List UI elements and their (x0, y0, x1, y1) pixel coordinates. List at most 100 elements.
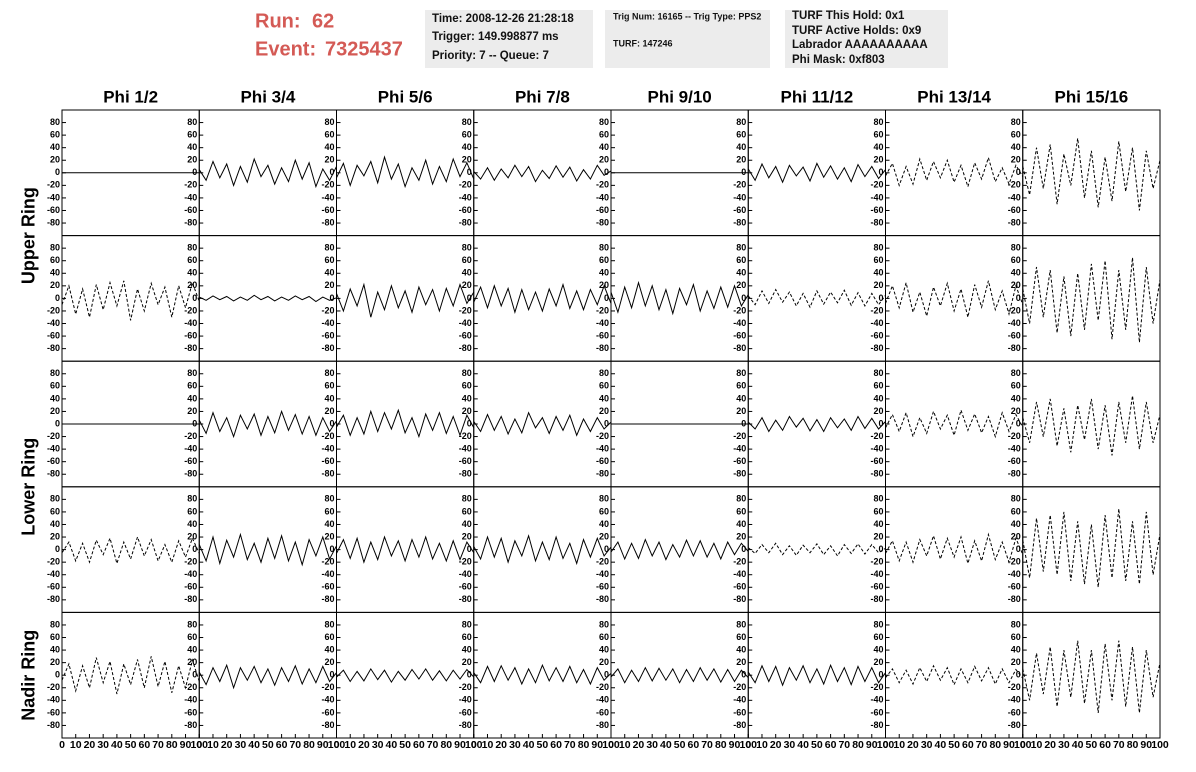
y-tick-label: -20 (733, 180, 746, 190)
y-tick-label: -20 (596, 180, 609, 190)
y-tick-label: -60 (733, 205, 746, 215)
y-tick-label: -60 (870, 330, 883, 340)
y-tick-label: -20 (596, 557, 609, 567)
y-tick-label: 0 (55, 670, 60, 680)
x-tick-label: 100 (465, 739, 483, 751)
y-tick-label: 0 (467, 544, 472, 554)
y-tick-label: -20 (47, 557, 60, 567)
y-tick-label: 60 (599, 632, 609, 642)
y-tick-label: -40 (1008, 192, 1021, 202)
y-tick-label: -80 (870, 594, 883, 604)
y-tick-label: 60 (736, 632, 746, 642)
y-tick-label: 20 (50, 531, 60, 541)
y-tick-label: -60 (47, 582, 60, 592)
y-tick-label: -80 (47, 594, 60, 604)
y-tick-label: -60 (870, 456, 883, 466)
panel-frame (747, 486, 886, 613)
x-tick-label: 50 (948, 739, 960, 751)
y-tick-label: 60 (187, 381, 197, 391)
x-tick-label: 60 (962, 739, 974, 751)
y-tick-label: 60 (50, 381, 60, 391)
y-tick-label: 40 (187, 268, 197, 278)
panel-frame (885, 486, 1024, 613)
y-tick-label: -20 (459, 180, 472, 190)
y-tick-label: 40 (736, 393, 746, 403)
y-tick-label: 20 (736, 280, 746, 290)
y-tick-label: -60 (47, 456, 60, 466)
event-label: Event: (255, 38, 316, 60)
y-tick-label: -40 (733, 192, 746, 202)
y-tick-label: -80 (321, 469, 334, 479)
y-tick-label: 60 (599, 381, 609, 391)
x-tick-label: 30 (646, 739, 658, 751)
y-tick-label: -60 (459, 205, 472, 215)
y-tick-label: -80 (321, 217, 334, 227)
x-tick-label: 20 (907, 739, 919, 751)
y-tick-label: 40 (736, 268, 746, 278)
info-text: Trigger: 149.998877 ms (432, 31, 559, 43)
panel-frame (885, 109, 1024, 237)
y-tick-label: 60 (324, 632, 334, 642)
y-tick-label: 60 (324, 381, 334, 391)
y-tick-label: 0 (467, 418, 472, 428)
waveform (473, 282, 612, 314)
panel-frame (336, 109, 475, 237)
y-tick-label: 20 (599, 406, 609, 416)
info-box (605, 10, 770, 68)
y-tick-label: 0 (878, 167, 883, 177)
y-tick-label: 60 (1011, 506, 1021, 516)
y-tick-label: 40 (50, 393, 60, 403)
y-tick-label: 0 (878, 670, 883, 680)
y-tick-label: 0 (1016, 670, 1021, 680)
panel-frame (473, 235, 612, 362)
y-tick-label: 40 (1011, 268, 1021, 278)
y-tick-label: -60 (733, 456, 746, 466)
y-tick-label: 40 (599, 644, 609, 654)
y-tick-label: 40 (50, 519, 60, 529)
y-tick-label: -80 (870, 720, 883, 730)
y-tick-label: -60 (184, 707, 197, 717)
y-tick-label: 20 (462, 657, 472, 667)
waveform (336, 667, 475, 684)
y-tick-label: -20 (184, 431, 197, 441)
row-title: Upper Ring (19, 187, 39, 284)
y-tick-label: -40 (321, 192, 334, 202)
x-tick-label: 100 (602, 739, 620, 751)
y-tick-label: -40 (47, 318, 60, 328)
info-text: TURF: 147246 (613, 38, 673, 48)
x-tick-label: 50 (125, 739, 137, 751)
waveform (885, 532, 1024, 566)
y-tick-label: 20 (599, 531, 609, 541)
y-tick-label: 60 (599, 506, 609, 516)
y-tick-label: 20 (736, 406, 746, 416)
waveform (199, 294, 337, 303)
y-tick-label: 60 (873, 381, 883, 391)
y-tick-label: -40 (459, 318, 472, 328)
x-tick-label: 90 (454, 739, 466, 751)
y-tick-label: 0 (1016, 293, 1021, 303)
y-tick-label: -80 (459, 343, 472, 353)
y-tick-label: -80 (1008, 469, 1021, 479)
waveform (610, 280, 749, 316)
y-tick-label: -80 (321, 720, 334, 730)
y-tick-label: -60 (459, 330, 472, 340)
y-tick-label: -40 (321, 569, 334, 579)
y-tick-label: 0 (1016, 167, 1021, 177)
x-tick-label: 30 (921, 739, 933, 751)
y-tick-label: 80 (50, 243, 60, 253)
y-tick-label: -20 (459, 557, 472, 567)
y-tick-label: 60 (599, 129, 609, 139)
y-tick-label: -60 (47, 205, 60, 215)
y-tick-label: 60 (1011, 255, 1021, 265)
y-tick-label: -60 (321, 456, 334, 466)
y-tick-label: -60 (596, 330, 609, 340)
y-tick-label: 80 (599, 368, 609, 378)
y-tick-label: 0 (1016, 544, 1021, 554)
x-tick-label: 30 (509, 739, 521, 751)
x-tick-label: 90 (317, 739, 329, 751)
x-tick-label: 30 (372, 739, 384, 751)
y-tick-label: 80 (1011, 619, 1021, 629)
x-tick-label: 0 (883, 739, 889, 751)
y-tick-label: 0 (741, 544, 746, 554)
